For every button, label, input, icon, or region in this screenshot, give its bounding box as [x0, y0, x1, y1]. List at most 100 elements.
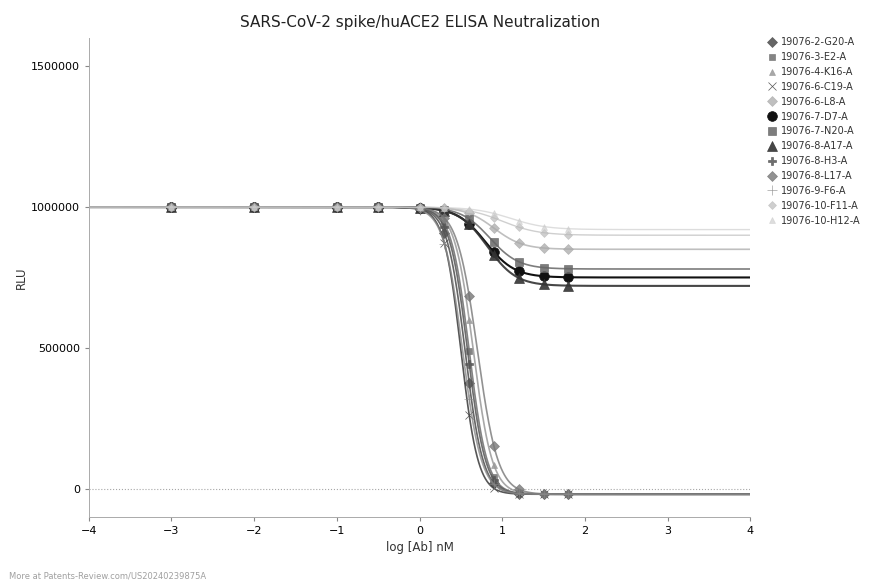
Line: 19076-10-H12-A: 19076-10-H12-A — [169, 205, 571, 231]
19076-3-E2-A — [514, 490, 524, 497]
19076-10-H12-A — [464, 206, 474, 213]
19076-8-A17-A — [249, 203, 260, 210]
19076-7-D7-A — [414, 205, 425, 211]
19076-6-L8-A — [563, 246, 574, 253]
19076-7-N20-A — [514, 258, 524, 265]
19076-7-D7-A — [439, 207, 450, 214]
19076-4-K16-A — [249, 203, 260, 210]
19076-6-C19-A — [249, 203, 260, 210]
19076-7-D7-A — [332, 203, 342, 210]
19076-6-C19-A — [488, 485, 499, 492]
19076-7-N20-A — [249, 203, 260, 210]
19076-8-A17-A — [373, 203, 384, 210]
19076-10-F11-A — [332, 203, 342, 210]
19076-8-H3-A — [539, 491, 549, 498]
19076-10-F11-A — [539, 229, 549, 236]
Line: 19076-3-E2-A: 19076-3-E2-A — [168, 203, 572, 498]
19076-4-K16-A — [439, 216, 450, 223]
19076-6-L8-A — [166, 203, 177, 210]
19076-10-H12-A — [563, 225, 574, 232]
19076-8-L17-A — [514, 486, 524, 493]
Text: More at Patents-Review.com/US20240239875A: More at Patents-Review.com/US20240239875… — [9, 571, 206, 580]
19076-4-K16-A — [166, 203, 177, 210]
19076-2-G20-A — [464, 379, 474, 386]
Line: 19076-9-F6-A: 19076-9-F6-A — [166, 202, 573, 499]
19076-8-A17-A — [332, 203, 342, 210]
Line: 19076-8-L17-A: 19076-8-L17-A — [168, 203, 572, 498]
Y-axis label: RLU: RLU — [15, 266, 28, 289]
19076-8-L17-A — [166, 203, 177, 210]
19076-7-D7-A — [373, 203, 384, 210]
19076-8-L17-A — [373, 203, 384, 210]
Line: 19076-8-A17-A: 19076-8-A17-A — [166, 202, 573, 290]
19076-6-C19-A — [464, 412, 474, 419]
Line: 19076-7-D7-A: 19076-7-D7-A — [166, 202, 573, 282]
19076-10-F11-A — [166, 203, 177, 210]
19076-3-E2-A — [563, 491, 574, 498]
19076-8-L17-A — [332, 203, 342, 210]
19076-6-C19-A — [373, 203, 384, 210]
Line: 19076-7-N20-A: 19076-7-N20-A — [167, 203, 573, 273]
19076-10-H12-A — [414, 204, 425, 211]
19076-10-F11-A — [514, 224, 524, 231]
19076-8-H3-A — [166, 203, 177, 210]
19076-6-L8-A — [464, 210, 474, 217]
19076-6-L8-A — [488, 225, 499, 232]
19076-10-F11-A — [414, 204, 425, 211]
19076-6-L8-A — [439, 205, 450, 212]
19076-3-E2-A — [166, 203, 177, 210]
19076-8-A17-A — [464, 221, 474, 228]
19076-6-C19-A — [332, 203, 342, 210]
19076-2-G20-A — [166, 203, 177, 210]
19076-3-E2-A — [249, 203, 260, 210]
19076-8-A17-A — [488, 252, 499, 259]
19076-7-D7-A — [249, 203, 260, 210]
19076-10-H12-A — [373, 203, 384, 210]
19076-6-C19-A — [439, 240, 450, 247]
19076-8-H3-A — [439, 224, 450, 231]
19076-6-C19-A — [539, 491, 549, 498]
19076-3-E2-A — [439, 221, 450, 228]
19076-8-H3-A — [249, 203, 260, 210]
19076-10-F11-A — [439, 205, 450, 211]
19076-7-N20-A — [439, 206, 450, 213]
19076-7-N20-A — [539, 264, 549, 271]
19076-8-A17-A — [539, 281, 549, 288]
19076-2-G20-A — [332, 203, 342, 210]
19076-8-H3-A — [488, 476, 499, 483]
19076-10-H12-A — [488, 210, 499, 217]
Line: 19076-8-H3-A: 19076-8-H3-A — [167, 203, 573, 498]
19076-7-D7-A — [488, 249, 499, 256]
19076-7-N20-A — [166, 203, 177, 210]
19076-7-N20-A — [332, 203, 342, 210]
19076-10-H12-A — [439, 204, 450, 211]
19076-7-D7-A — [514, 268, 524, 275]
Title: SARS-CoV-2 spike/huACE2 ELISA Neutralization: SARS-CoV-2 spike/huACE2 ELISA Neutraliza… — [239, 15, 599, 30]
19076-10-H12-A — [332, 203, 342, 210]
19076-8-A17-A — [563, 282, 574, 289]
19076-8-L17-A — [439, 214, 450, 221]
19076-10-F11-A — [249, 203, 260, 210]
19076-8-L17-A — [488, 443, 499, 450]
19076-3-E2-A — [373, 203, 384, 210]
19076-4-K16-A — [332, 203, 342, 210]
19076-2-G20-A — [439, 229, 450, 236]
19076-3-E2-A — [464, 347, 474, 354]
19076-9-F6-A — [514, 490, 524, 497]
19076-2-G20-A — [414, 205, 425, 212]
Line: 19076-6-L8-A: 19076-6-L8-A — [168, 203, 572, 253]
19076-8-H3-A — [563, 491, 574, 498]
19076-2-G20-A — [373, 203, 384, 210]
19076-7-N20-A — [488, 239, 499, 246]
Legend: 19076-2-G20-A, 19076-3-E2-A, 19076-4-K16-A, 19076-6-C19-A, 19076-6-L8-A, 19076-7: 19076-2-G20-A, 19076-3-E2-A, 19076-4-K16… — [762, 33, 865, 229]
19076-2-G20-A — [249, 203, 260, 210]
19076-6-L8-A — [332, 203, 342, 210]
19076-8-H3-A — [514, 490, 524, 497]
Line: 19076-4-K16-A: 19076-4-K16-A — [168, 203, 572, 498]
19076-10-H12-A — [539, 223, 549, 230]
19076-10-H12-A — [166, 203, 177, 210]
19076-6-L8-A — [373, 203, 384, 210]
19076-8-A17-A — [514, 274, 524, 281]
19076-4-K16-A — [488, 462, 499, 469]
19076-9-F6-A — [373, 203, 384, 210]
